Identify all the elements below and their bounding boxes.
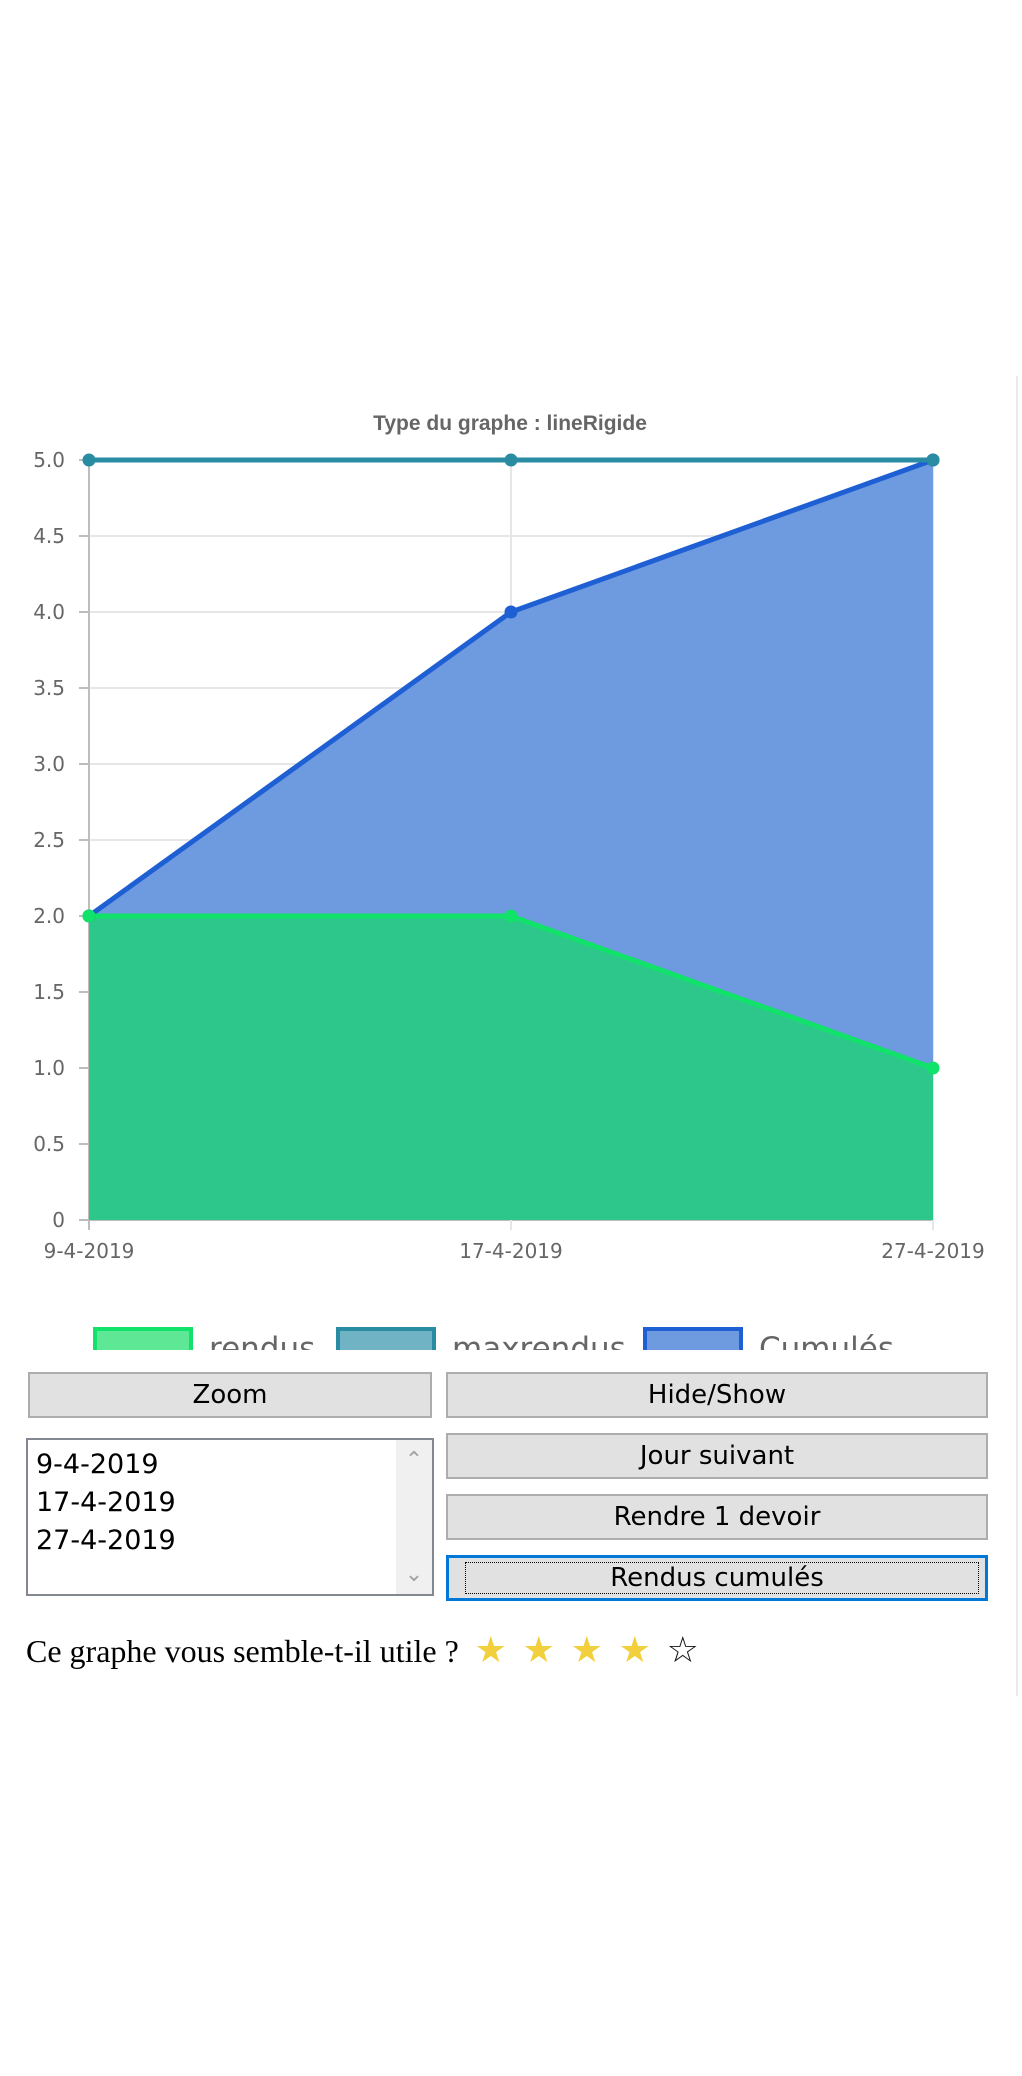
y-tick-label: 3.5: [33, 676, 65, 700]
chart-legend: rendus maxrendus Cumulés: [93, 1327, 894, 1350]
star-filled-icon[interactable]: ★: [618, 1630, 651, 1671]
chart: Type du graphe : lineRigide 0 0.5 1.0 1.5 2.…: [33, 412, 985, 1350]
data-point-1: [504, 453, 518, 467]
y-tick-label: 2.5: [33, 828, 65, 852]
legend-swatch-0[interactable]: [93, 1327, 193, 1350]
x-tick-label: 17-4-2019: [459, 1239, 563, 1263]
cumulative-button-label: Rendus cumulés: [610, 1563, 824, 1593]
chart-title: Type du graphe : lineRigide: [373, 412, 647, 435]
zoom-button[interactable]: Zoom: [28, 1372, 432, 1418]
star-empty-icon[interactable]: ☆: [666, 1630, 699, 1671]
x-tick-label: 27-4-2019: [881, 1239, 985, 1263]
y-axis-ticks: 0 0.5 1.0 1.5 2.0 2.5 3.0 3.5 4.0 4.5 5.0: [33, 448, 65, 1232]
legend-label-2[interactable]: Cumulés: [759, 1331, 894, 1350]
rating-question: Ce graphe vous semble-t-il utile ?: [26, 1632, 459, 1669]
listbox-scrollbar[interactable]: ⌃ ⌄: [396, 1440, 432, 1594]
data-point-1: [926, 453, 940, 467]
panel-edge: [1016, 376, 1018, 1696]
submit-homework-button[interactable]: Rendre 1 devoir: [446, 1494, 988, 1540]
star-filled-icon[interactable]: ★: [570, 1630, 603, 1671]
data-point-0: [82, 909, 96, 923]
y-tick-label: 5.0: [33, 448, 65, 472]
y-tick-label: 4.0: [33, 600, 65, 624]
hide-show-button[interactable]: Hide/Show: [446, 1372, 988, 1418]
y-tick-label: 0.5: [33, 1132, 65, 1156]
date-listbox[interactable]: 9-4-2019 17-4-2019 27-4-2019 ⌃ ⌄: [26, 1438, 434, 1596]
y-tick-label: 1.0: [33, 1056, 65, 1080]
legend-swatch-2[interactable]: [643, 1327, 743, 1350]
chevron-down-icon[interactable]: ⌄: [404, 1561, 424, 1586]
cumulative-button[interactable]: Rendus cumulés: [446, 1555, 988, 1601]
y-tick-label: 4.5: [33, 524, 65, 548]
y-tick-label: 0: [52, 1208, 65, 1232]
y-tick-label: 2.0: [33, 904, 65, 928]
data-point-0: [504, 909, 518, 923]
legend-swatch-1[interactable]: [336, 1327, 436, 1350]
next-day-button[interactable]: Jour suivant: [446, 1433, 988, 1479]
star-rating: ★ ★ ★ ★ ☆: [467, 1629, 707, 1673]
y-tick-label: 1.5: [33, 980, 65, 1004]
x-axis-ticks: 9-4-2019 17-4-2019 27-4-2019: [44, 1239, 985, 1263]
star-filled-icon[interactable]: ★: [474, 1630, 507, 1671]
submit-homework-button-label: Rendre 1 devoir: [613, 1502, 821, 1532]
data-point-1: [82, 453, 96, 467]
y-tick-label: 3.0: [33, 752, 65, 776]
x-tick-label: 9-4-2019: [44, 1239, 135, 1263]
data-point-0: [926, 1061, 940, 1075]
star-filled-icon[interactable]: ★: [522, 1630, 555, 1671]
date-option[interactable]: 27-4-2019: [36, 1525, 176, 1556]
date-option[interactable]: 9-4-2019: [36, 1449, 159, 1480]
zoom-button-label: Zoom: [192, 1380, 268, 1410]
next-day-button-label: Jour suivant: [639, 1441, 795, 1471]
data-point-2: [504, 605, 518, 619]
legend-label-0[interactable]: rendus: [209, 1331, 315, 1350]
legend-label-1[interactable]: maxrendus: [452, 1331, 626, 1350]
date-option[interactable]: 17-4-2019: [36, 1487, 176, 1518]
chevron-up-icon[interactable]: ⌃: [404, 1447, 424, 1472]
chart-points: [82, 453, 940, 1075]
rating-row: Ce graphe vous semble-t-il utile ? ★ ★ ★ ★ ☆: [26, 1626, 707, 1676]
hide-show-button-label: Hide/Show: [647, 1380, 787, 1410]
